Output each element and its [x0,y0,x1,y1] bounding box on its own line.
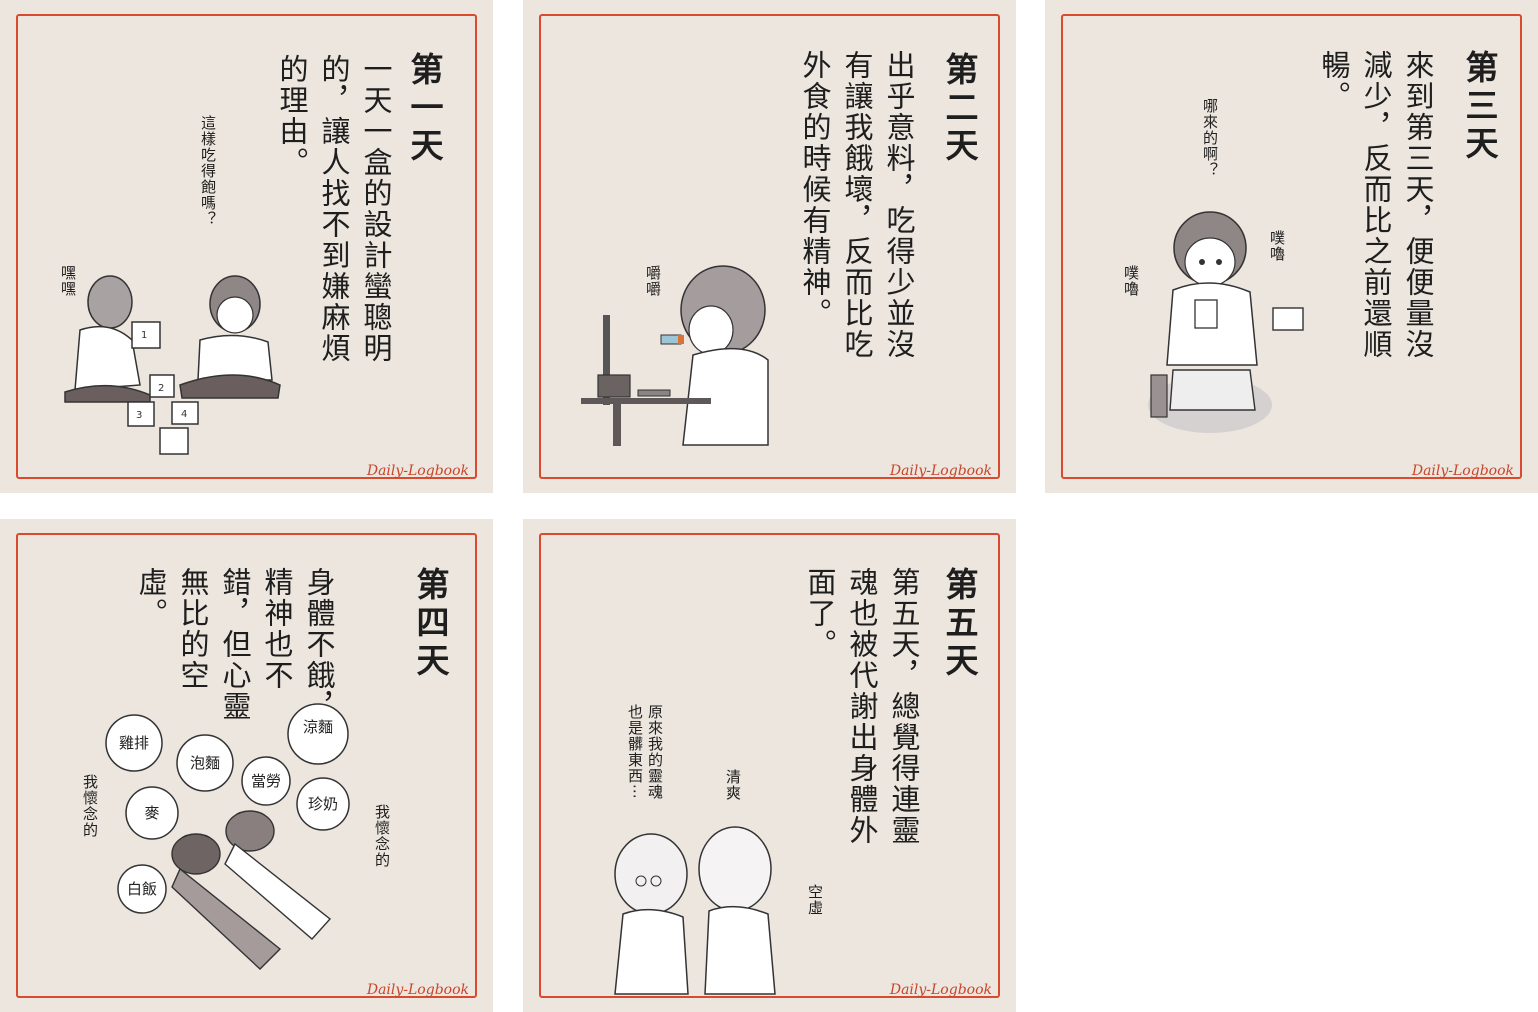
body-line-2: 有讓我餓壞，反而比吃 [840,50,874,360]
svg-text:涼麵: 涼麵 [303,718,333,736]
body-line-1: 一天一盒的設計蠻聰明 [359,54,393,364]
svg-text:白飯: 白飯 [127,880,157,898]
body-line-1: 身體不餓， [302,567,336,722]
food-bubbles [105,703,350,914]
panel-title: 第三天 [1460,50,1499,164]
body-line-1: 來到第三天，便便量沒 [1401,50,1435,360]
panel-border [539,533,1000,998]
speech-text: 也是髒東西⋯ [626,704,644,800]
speech-text: 嘿嘿 [59,265,77,297]
svg-text:珍奶: 珍奶 [308,795,338,813]
panel-title: 第四天 [411,567,450,681]
svg-text:3: 3 [136,410,142,421]
panel-border [16,14,477,479]
panel-border [539,14,1000,479]
signature: Daily-Logbook [889,982,992,998]
body-line-2: 減少，反而比之前還順 [1359,50,1393,360]
svg-text:麥: 麥 [144,804,159,822]
body-line-4: 無比的空 [176,567,210,691]
body-line-3: 暢。 [1317,50,1351,112]
body-line-3: 外食的時候有精神。 [798,50,832,329]
body-line-5: 虛。 [134,567,168,629]
body-line-2: 的，讓人找不到嫌麻煩 [317,54,351,364]
speech-text: 清爽 [724,769,742,801]
speech-text: 嚼嚼 [644,265,662,297]
toy-blocks [127,374,199,455]
signature: Daily-Logbook [889,463,992,479]
speech-text: 噗嚕 [1122,265,1140,297]
illustration-playing-blocks: 2 3 4 1 [64,275,281,455]
panel-border [1061,14,1522,479]
svg-text:1: 1 [141,330,147,341]
signature: Daily-Logbook [366,982,469,998]
illustration-toilet [1148,211,1304,433]
illustration-eating-at-desk [581,265,769,446]
comic-panel-2: 第二天 出乎意料，吃得少並沒 有讓我餓壞，反而比吃 外食的時候有精神。 嚼嚼 D… [523,0,1016,493]
panel-border [16,533,477,998]
signature: Daily-Logbook [1411,463,1514,479]
panel-title: 第一天 [405,52,444,166]
speech-text: 我懷念的 [373,804,391,868]
illustration-two-friends [614,826,776,995]
svg-text:當勞: 當勞 [251,772,281,790]
illustration-lying-down: 涼麵 珍奶 當勞 泡麵 雞排 麥 白飯 [105,703,350,970]
signature: Daily-Logbook [366,463,469,479]
comic-panel-3: 第三天 來到第三天，便便量沒 減少，反而比之前還順 暢。 哪來的啊？ 噗嚕 噗嚕… [1045,0,1538,493]
svg-text:2: 2 [158,383,164,394]
comic-panel-5: 第五天 第五天，總覺得連靈 魂也被代謝出身體外 面了。 原來我的靈魂 也是髒東西… [523,519,1016,1012]
body-line-2: 精神也不 [260,567,294,691]
speech-text: 噗嚕 [1268,230,1286,262]
body-line-3: 錯，但心靈 [218,567,252,722]
panel-title: 第五天 [940,567,979,681]
svg-text:4: 4 [181,409,187,420]
speech-text: 這樣吃得飽嗎？ [199,115,217,227]
speech-text: 哪來的啊？ [1201,98,1219,178]
body-line-1: 第五天，總覺得連靈 [887,567,921,846]
speech-text: 原來我的靈魂 [646,704,664,800]
comic-panel-1: 第一天 一天一盒的設計蠻聰明 的，讓人找不到嫌麻煩 的理由。 這樣吃得飽嗎？ 嘿… [0,0,493,493]
svg-text:雞排: 雞排 [119,734,149,752]
svg-text:泡麵: 泡麵 [190,754,220,772]
body-line-3: 面了。 [803,567,837,660]
body-line-3: 的理由。 [275,54,309,178]
comic-panel-4: 第四天 身體不餓， 精神也不 錯，但心靈 無比的空 虛。 我懷念的 我懷念的 涼… [0,519,493,1012]
speech-text: 我懷念的 [81,774,99,838]
body-line-1: 出乎意料，吃得少並沒 [882,50,916,360]
speech-text: 空虛 [806,884,824,916]
panel-title: 第二天 [940,52,979,166]
body-line-2: 魂也被代謝出身體外 [845,567,879,846]
